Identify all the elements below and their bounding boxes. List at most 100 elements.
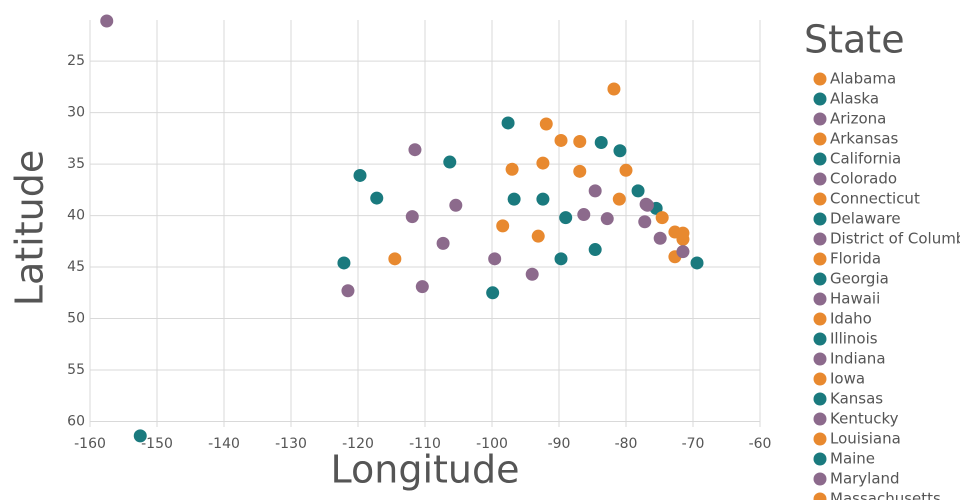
point [539, 117, 553, 131]
x-tick-label: -90 [548, 436, 571, 452]
point [600, 212, 614, 226]
point [337, 256, 351, 270]
legend-label: Alabama [830, 70, 896, 88]
legend-swatch [813, 232, 827, 246]
point [594, 136, 608, 149]
point [341, 284, 355, 298]
point [612, 192, 626, 206]
point [577, 208, 591, 222]
x-tick-label: -130 [275, 436, 307, 452]
y-tick-label: 60 [67, 413, 85, 429]
point [573, 134, 587, 148]
point [554, 133, 568, 147]
legend-label: Maine [830, 450, 875, 468]
x-tick-label: -80 [615, 436, 638, 452]
point [449, 198, 463, 212]
legend-swatch [813, 392, 827, 406]
legend-label: Iowa [830, 370, 865, 388]
y-tick-label: 45 [67, 259, 85, 275]
y-tick-label: 25 [67, 53, 85, 69]
point [370, 191, 384, 205]
point [655, 211, 669, 225]
point [505, 162, 519, 176]
legend-label: Kansas [830, 390, 883, 408]
point [588, 184, 602, 198]
legend-swatch [813, 452, 827, 466]
point [408, 143, 422, 157]
point [676, 226, 690, 240]
legend-label: Arkansas [830, 130, 899, 148]
legend-swatch [813, 92, 827, 106]
legend-label: Hawaii [830, 290, 880, 308]
legend-swatch [813, 492, 827, 500]
legend-swatch [813, 252, 827, 266]
x-tick-label: -140 [208, 436, 240, 452]
point [676, 245, 690, 259]
legend-swatch [813, 412, 827, 426]
legend-label: California [830, 150, 901, 168]
legend-label: Maryland [830, 470, 900, 488]
legend-swatch [813, 72, 827, 86]
legend-swatch [813, 292, 827, 306]
point [507, 192, 521, 206]
point [100, 14, 114, 28]
point [613, 144, 627, 158]
legend-swatch [813, 272, 827, 286]
legend-label: Arizona [830, 110, 886, 128]
legend-swatch [813, 172, 827, 186]
point [436, 236, 450, 250]
point [690, 256, 704, 270]
legend-swatch [813, 472, 827, 486]
legend-swatch [813, 352, 827, 366]
point [554, 252, 568, 266]
x-tick-label: -150 [141, 436, 173, 452]
legend-label: Illinois [830, 330, 878, 348]
x-tick-label: -60 [749, 436, 772, 452]
legend-swatch [813, 192, 827, 206]
legend-label: Delaware [830, 210, 901, 228]
legend-swatch [813, 332, 827, 346]
legend-label: Alaska [830, 90, 879, 108]
point [415, 280, 429, 294]
point [388, 252, 402, 266]
legend-label: Florida [830, 250, 881, 268]
x-tick-label: -70 [682, 436, 705, 452]
point [353, 168, 367, 182]
y-tick-label: 50 [67, 311, 85, 327]
legend-label: Idaho [830, 310, 872, 328]
legend-swatch [813, 152, 827, 166]
point [531, 229, 545, 243]
y-axis-title: Latitude [8, 150, 52, 306]
point [640, 198, 654, 212]
y-tick-label: 35 [67, 156, 85, 172]
x-tick-label: -100 [476, 436, 508, 452]
point [525, 267, 539, 281]
x-tick-label: -160 [74, 436, 106, 452]
point [133, 429, 147, 443]
y-tick-label: 55 [67, 362, 85, 378]
legend-label: Kentucky [830, 410, 899, 428]
point [501, 116, 515, 130]
y-tick-label: 30 [67, 105, 85, 121]
point [588, 243, 602, 257]
legend-swatch [813, 212, 827, 226]
point [443, 155, 457, 169]
legend-label: Georgia [830, 270, 889, 288]
legend-swatch [813, 312, 827, 326]
point [536, 192, 550, 206]
y-tick-label: 40 [67, 208, 85, 224]
legend-label: Massachusetts [830, 490, 941, 500]
point [486, 286, 500, 300]
point [536, 156, 550, 170]
legend-swatch [813, 132, 827, 146]
legend-label: Connecticut [830, 190, 920, 208]
point [653, 231, 667, 245]
point [405, 210, 419, 224]
legend-title: State [804, 18, 905, 62]
point [573, 164, 587, 178]
point [619, 163, 633, 177]
point [631, 184, 645, 198]
legend-label: Colorado [830, 170, 897, 188]
point [638, 215, 652, 229]
